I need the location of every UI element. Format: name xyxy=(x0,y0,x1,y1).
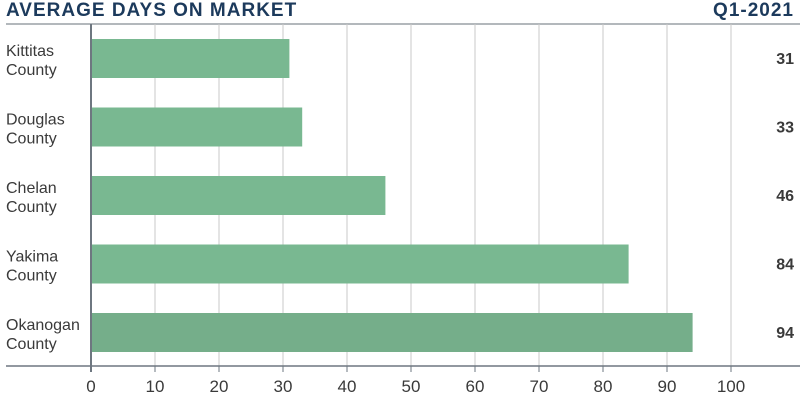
bar xyxy=(91,313,693,352)
x-tick-label: 70 xyxy=(530,377,549,396)
bar xyxy=(91,244,629,284)
category-label: Kittitas xyxy=(6,43,54,60)
bar xyxy=(91,39,290,78)
category-label: County xyxy=(6,131,57,148)
category-label: Okanogan xyxy=(6,317,80,334)
x-tick-label: 60 xyxy=(466,377,485,396)
x-tick-label: 20 xyxy=(210,377,229,396)
bar xyxy=(91,107,303,147)
category-label: Yakima xyxy=(6,249,58,266)
chart-title: AVERAGE DAYS ON MARKET xyxy=(6,0,298,21)
data-label: 31 xyxy=(776,51,794,68)
x-tick-label: 30 xyxy=(274,377,293,396)
category-label: County xyxy=(6,336,57,353)
category-label: Douglas xyxy=(6,112,65,129)
x-tick-label: 10 xyxy=(146,377,165,396)
category-label: County xyxy=(6,62,57,79)
chart-period: Q1-2021 xyxy=(713,0,794,21)
x-tick-label: 100 xyxy=(717,377,745,396)
bar xyxy=(91,176,386,215)
category-label: County xyxy=(6,268,57,285)
x-tick-label: 40 xyxy=(338,377,357,396)
data-label: 84 xyxy=(776,257,794,274)
x-tick-label: 80 xyxy=(594,377,613,396)
x-tick-label: 50 xyxy=(402,377,421,396)
category-label: Chelan xyxy=(6,180,57,197)
x-tick-label: 0 xyxy=(86,377,95,396)
data-label: 46 xyxy=(776,188,794,205)
x-tick-label: 90 xyxy=(658,377,677,396)
data-label: 33 xyxy=(776,120,794,137)
category-label: County xyxy=(6,199,57,216)
data-label: 94 xyxy=(776,325,794,342)
